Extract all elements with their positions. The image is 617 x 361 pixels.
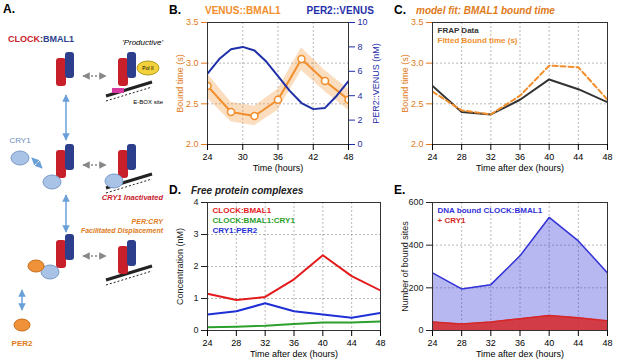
svg-text:10: 10 bbox=[358, 17, 368, 27]
svg-text:2.5: 2.5 bbox=[186, 99, 199, 109]
svg-text:CLOCK:BMAL1:CRY1: CLOCK:BMAL1:CRY1 bbox=[213, 216, 296, 225]
svg-text:32: 32 bbox=[260, 338, 270, 348]
svg-text:200: 200 bbox=[408, 283, 423, 293]
svg-text:PER:CRY: PER:CRY bbox=[132, 218, 165, 225]
svg-text:400: 400 bbox=[408, 240, 423, 250]
svg-text:44: 44 bbox=[573, 338, 583, 348]
svg-text:24: 24 bbox=[202, 338, 212, 348]
svg-text:48: 48 bbox=[375, 338, 385, 348]
html-text:model fit: BMAL1 bound time: model fit: BMAL1 bound time bbox=[416, 5, 555, 16]
svg-text:36: 36 bbox=[515, 338, 525, 348]
svg-text:3.5: 3.5 bbox=[411, 17, 424, 27]
svg-text:Bound time (s): Bound time (s) bbox=[400, 54, 410, 113]
svg-text:42: 42 bbox=[308, 152, 318, 162]
html-text:PER2::VENUS: PER2::VENUS bbox=[306, 5, 374, 16]
svg-text:40: 40 bbox=[544, 338, 554, 348]
svg-text:E-BOX site: E-BOX site bbox=[133, 99, 163, 105]
svg-text:Time after dex (hours): Time after dex (hours) bbox=[476, 163, 564, 173]
svg-text:600: 600 bbox=[408, 197, 423, 207]
svg-text:28: 28 bbox=[457, 152, 467, 162]
svg-text:3.0: 3.0 bbox=[186, 58, 199, 68]
svg-text:0: 0 bbox=[418, 325, 423, 335]
html-text:VENUS::BMAL1: VENUS::BMAL1 bbox=[205, 5, 281, 16]
svg-text:44: 44 bbox=[573, 152, 583, 162]
svg-text:8: 8 bbox=[358, 42, 363, 52]
svg-text:40: 40 bbox=[544, 152, 554, 162]
svg-text:24: 24 bbox=[202, 152, 212, 162]
svg-text:2: 2 bbox=[193, 261, 198, 271]
svg-text:CLOCK:BMAL1: CLOCK:BMAL1 bbox=[213, 206, 272, 215]
svg-text:Time after dex (hours): Time after dex (hours) bbox=[250, 349, 338, 359]
svg-text:Number of bound sites: Number of bound sites bbox=[400, 221, 410, 312]
svg-text:0: 0 bbox=[193, 325, 198, 335]
svg-text:2.0: 2.0 bbox=[411, 139, 424, 149]
svg-text:28: 28 bbox=[231, 338, 241, 348]
svg-text:A.: A. bbox=[3, 2, 15, 16]
svg-text:4: 4 bbox=[193, 197, 198, 207]
svg-text:1: 1 bbox=[193, 293, 198, 303]
svg-text:+ CRY1: + CRY1 bbox=[438, 216, 466, 225]
svg-text:Facilitated Displacement: Facilitated Displacement bbox=[81, 227, 164, 235]
svg-text:4: 4 bbox=[358, 91, 363, 101]
svg-text:Time after dex (hours): Time after dex (hours) bbox=[476, 349, 564, 359]
svg-text:36: 36 bbox=[515, 152, 525, 162]
svg-text:32: 32 bbox=[486, 152, 496, 162]
svg-text:3: 3 bbox=[193, 229, 198, 239]
svg-text:3.0: 3.0 bbox=[411, 58, 424, 68]
svg-text:36: 36 bbox=[273, 152, 283, 162]
svg-text:48: 48 bbox=[343, 152, 353, 162]
svg-text:CRY1: CRY1 bbox=[9, 136, 31, 145]
svg-text:40: 40 bbox=[318, 338, 328, 348]
svg-text:Fitted Bound time (s): Fitted Bound time (s) bbox=[438, 36, 518, 45]
svg-text:FRAP Data: FRAP Data bbox=[438, 26, 480, 35]
svg-text:2: 2 bbox=[358, 115, 363, 125]
svg-text:Pol II: Pol II bbox=[142, 65, 153, 71]
svg-text:48: 48 bbox=[602, 152, 612, 162]
svg-text:Concentration (nM): Concentration (nM) bbox=[175, 228, 185, 305]
svg-text:24: 24 bbox=[427, 152, 437, 162]
svg-text:CRY1 Inactivated: CRY1 Inactivated bbox=[102, 193, 164, 202]
svg-text:28: 28 bbox=[457, 338, 467, 348]
svg-text:DNA bound CLOCK:BMAL1: DNA bound CLOCK:BMAL1 bbox=[438, 206, 543, 215]
svg-text:PER2: PER2 bbox=[12, 339, 33, 348]
svg-text:44: 44 bbox=[347, 338, 357, 348]
svg-text:0: 0 bbox=[358, 139, 363, 149]
svg-text:CRY1:PER2: CRY1:PER2 bbox=[213, 226, 258, 235]
html-text:D.: D. bbox=[169, 183, 181, 197]
svg-text:24: 24 bbox=[427, 338, 437, 348]
svg-text:2.0: 2.0 bbox=[186, 139, 199, 149]
svg-text:PER2::VENUS (nM): PER2::VENUS (nM) bbox=[371, 43, 381, 124]
html-text:C.: C. bbox=[394, 3, 406, 17]
svg-text:30: 30 bbox=[238, 152, 248, 162]
svg-text:48: 48 bbox=[602, 338, 612, 348]
svg-text:2.5: 2.5 bbox=[411, 99, 424, 109]
html-text:Free protein complexes: Free protein complexes bbox=[191, 185, 304, 196]
svg-text:3.5: 3.5 bbox=[186, 17, 199, 27]
html-text:B.: B. bbox=[169, 3, 181, 17]
svg-text:Bound time (s): Bound time (s) bbox=[175, 54, 185, 113]
svg-text:36: 36 bbox=[289, 338, 299, 348]
svg-text:Time (hours): Time (hours) bbox=[253, 163, 304, 173]
svg-text:32: 32 bbox=[486, 338, 496, 348]
svg-text:'Productive': 'Productive' bbox=[122, 38, 163, 47]
svg-text:6: 6 bbox=[358, 66, 363, 76]
html-text:E.: E. bbox=[394, 183, 406, 197]
svg-text:CLOCK:BMAL1: CLOCK:BMAL1 bbox=[8, 34, 74, 44]
